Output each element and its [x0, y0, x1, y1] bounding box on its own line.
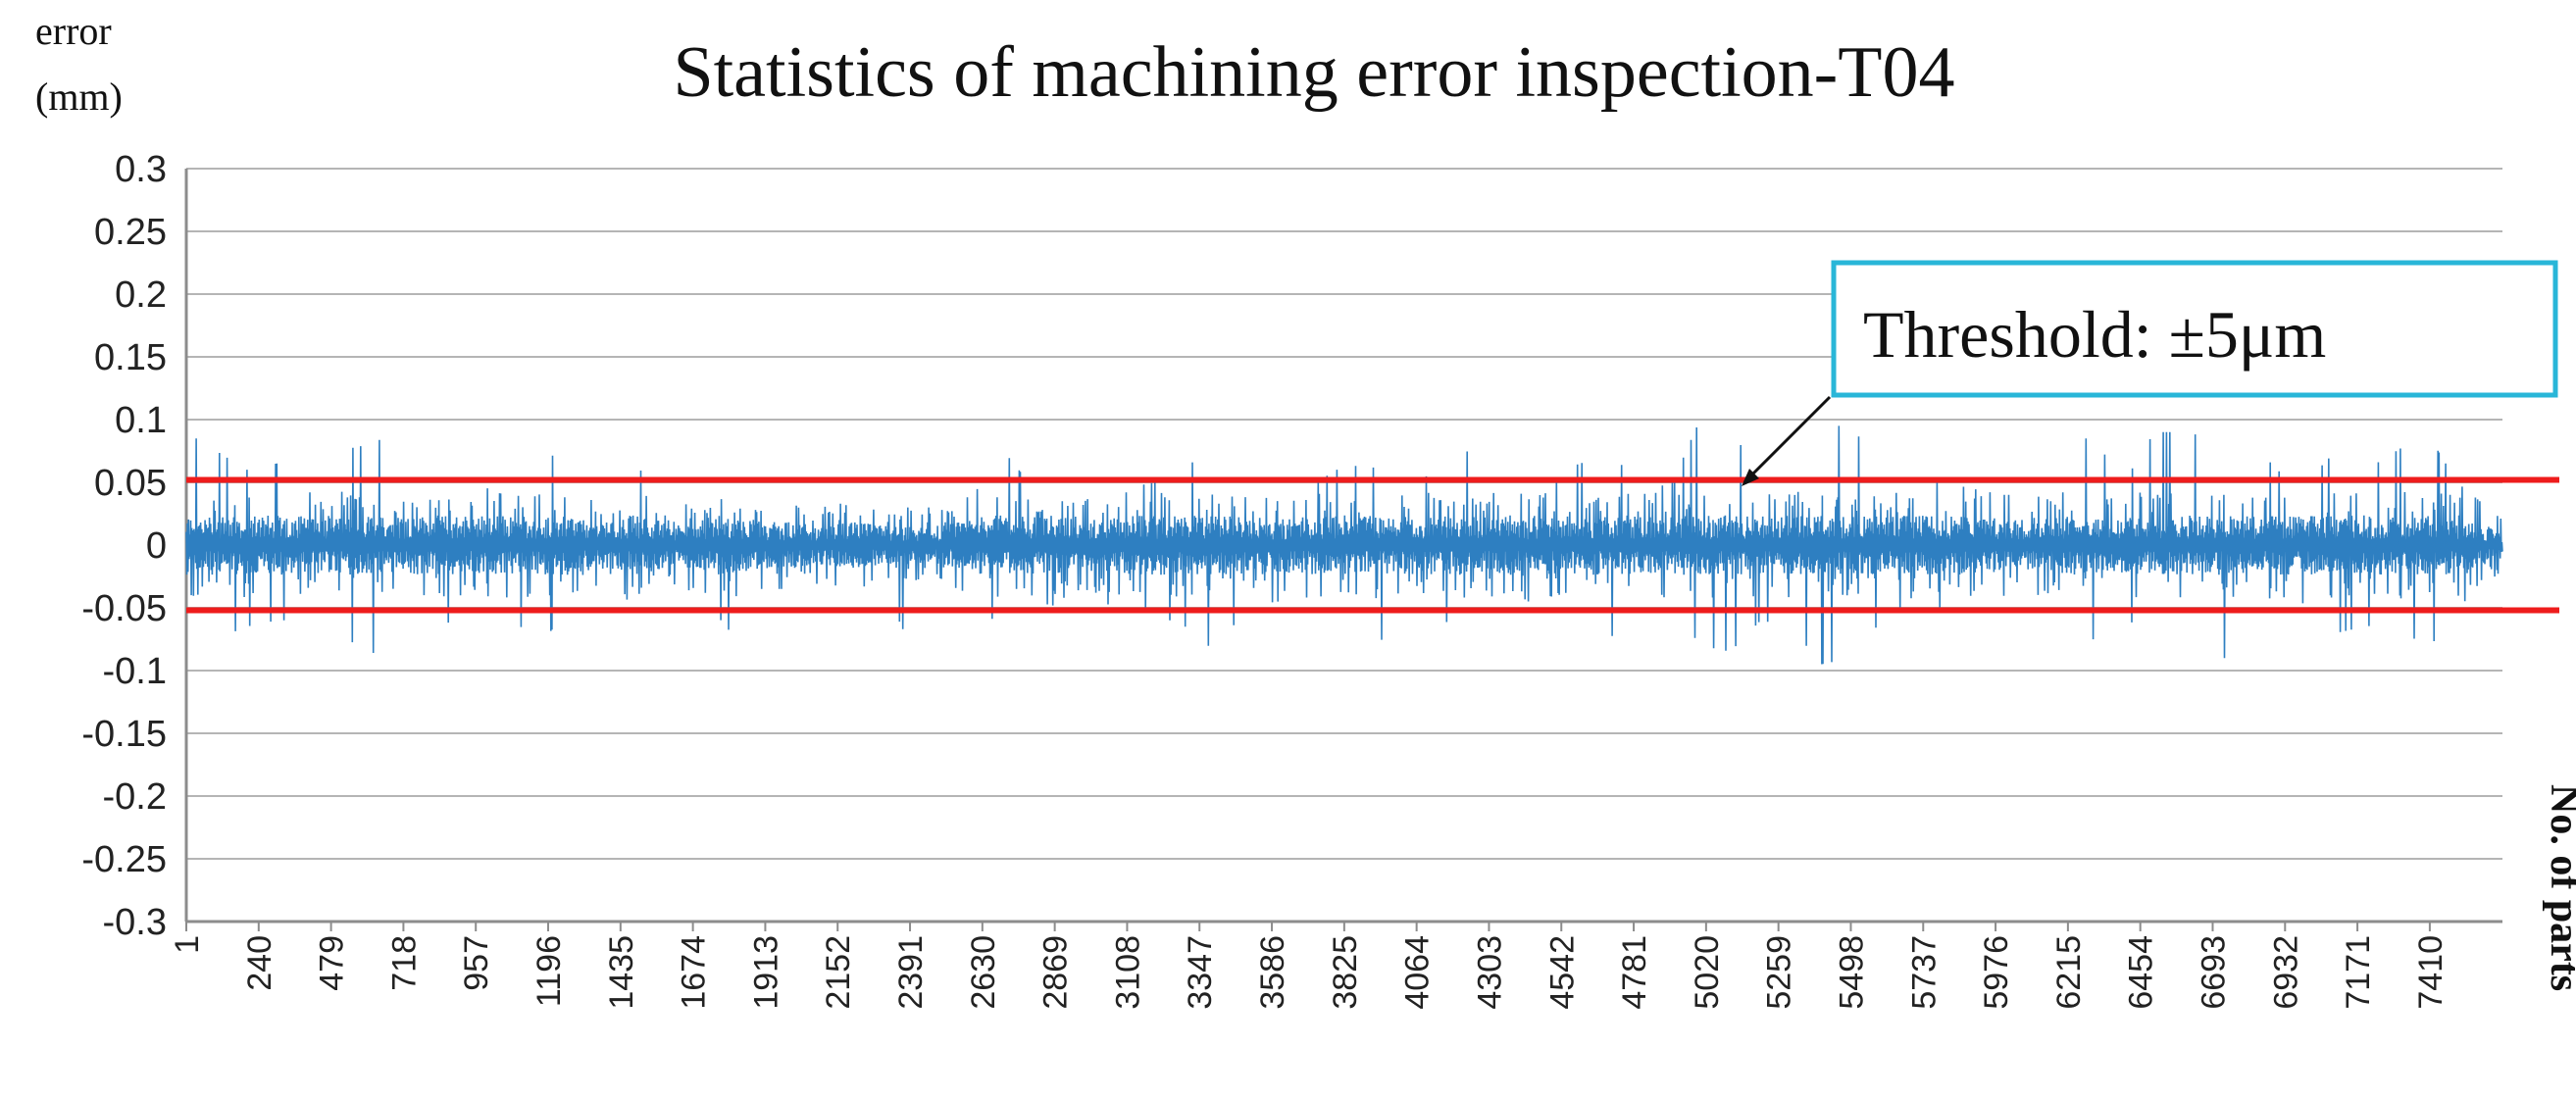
x-tick-label: 5259 [1761, 935, 1798, 1010]
x-tick-label: 7410 [2412, 935, 2450, 1010]
x-tick-label: 7171 [2340, 935, 2377, 1010]
x-tick-label: 4303 [1471, 935, 1508, 1010]
threshold-annotation: Threshold: ±5μm [1742, 260, 2558, 486]
x-tick-label: 5976 [1978, 935, 2015, 1010]
x-tick-label: 2869 [1037, 935, 1075, 1010]
x-tick-label: 1435 [603, 935, 640, 1010]
x-tick-label: 6215 [2050, 935, 2088, 1010]
y-tick-label: -0.25 [81, 839, 167, 880]
chart-title: Statistics of machining error inspection… [673, 32, 1954, 113]
x-tick-label: 6454 [2123, 935, 2160, 1010]
x-tick-label: 718 [385, 935, 423, 991]
x-tick-label: 479 [314, 935, 351, 991]
y-tick-labels: 0.3 0.25 0.2 0.15 0.1 0.05 0 -0.05 -0.1 -0.15 -0.2… [81, 149, 167, 943]
y-tick-label: 0.15 [94, 337, 167, 378]
x-tick-label: 957 [458, 935, 495, 991]
x-tick-label: 3108 [1109, 935, 1146, 1010]
y-tick-label: 0.05 [94, 463, 167, 504]
annotation-text: Threshold: ±5μm [1863, 297, 2326, 372]
x-tick-label: 3347 [1182, 935, 1219, 1010]
x-tick-label: 2630 [965, 935, 1002, 1010]
series-line [185, 425, 2503, 665]
y-tick-label: 0.3 [115, 149, 167, 190]
y-axis-label-line1: error [35, 9, 112, 53]
x-tick-label: 1674 [676, 935, 713, 1010]
x-tick-label: 5737 [1905, 935, 1943, 1010]
annotation-arrow [1743, 395, 1832, 484]
y-tick-label: -0.2 [103, 776, 167, 818]
x-tick-label: 4781 [1616, 935, 1653, 1010]
x-tick-label: 3586 [1254, 935, 1291, 1010]
y-axis-label-line2: (mm) [35, 75, 123, 119]
x-tick-label: 4064 [1399, 935, 1437, 1010]
x-tick-label: 2152 [820, 935, 857, 1010]
x-tick-label: 240 [241, 935, 278, 991]
x-tick-label: 5498 [1833, 935, 1870, 1010]
x-tick-label: 1913 [747, 935, 784, 1010]
annotation-arrowhead [1742, 469, 1759, 486]
x-tick-label: 1196 [530, 935, 568, 1007]
x-tick-label: 5020 [1689, 935, 1726, 1010]
x-tick-label: 3825 [1327, 935, 1364, 1010]
x-axis-label: No. of parts [2542, 784, 2576, 991]
y-tick-label: 0.1 [115, 400, 167, 441]
x-tick-label: 4542 [1543, 935, 1581, 1010]
x-tick-label: 2391 [892, 935, 930, 1010]
y-tick-label: -0.05 [81, 588, 167, 629]
x-tick-label: 1 [169, 935, 206, 954]
y-tick-label: 0.25 [94, 212, 167, 253]
series-error [185, 425, 2503, 665]
x-tick-label: 6932 [2267, 935, 2304, 1010]
y-tick-label: 0 [146, 525, 167, 567]
y-tick-label: -0.1 [103, 651, 167, 692]
annotation-box [1831, 260, 2558, 398]
y-tick-label: -0.3 [103, 902, 167, 943]
x-tick-labels: 1 240 479 718 957 1196 1435 1674 1913 2152 2391 263… [169, 935, 2450, 1010]
y-tick-label: -0.15 [81, 714, 167, 755]
y-tick-label: 0.2 [115, 274, 167, 316]
threshold-lines [186, 476, 2559, 614]
x-tick-label: 6693 [2195, 935, 2232, 1010]
